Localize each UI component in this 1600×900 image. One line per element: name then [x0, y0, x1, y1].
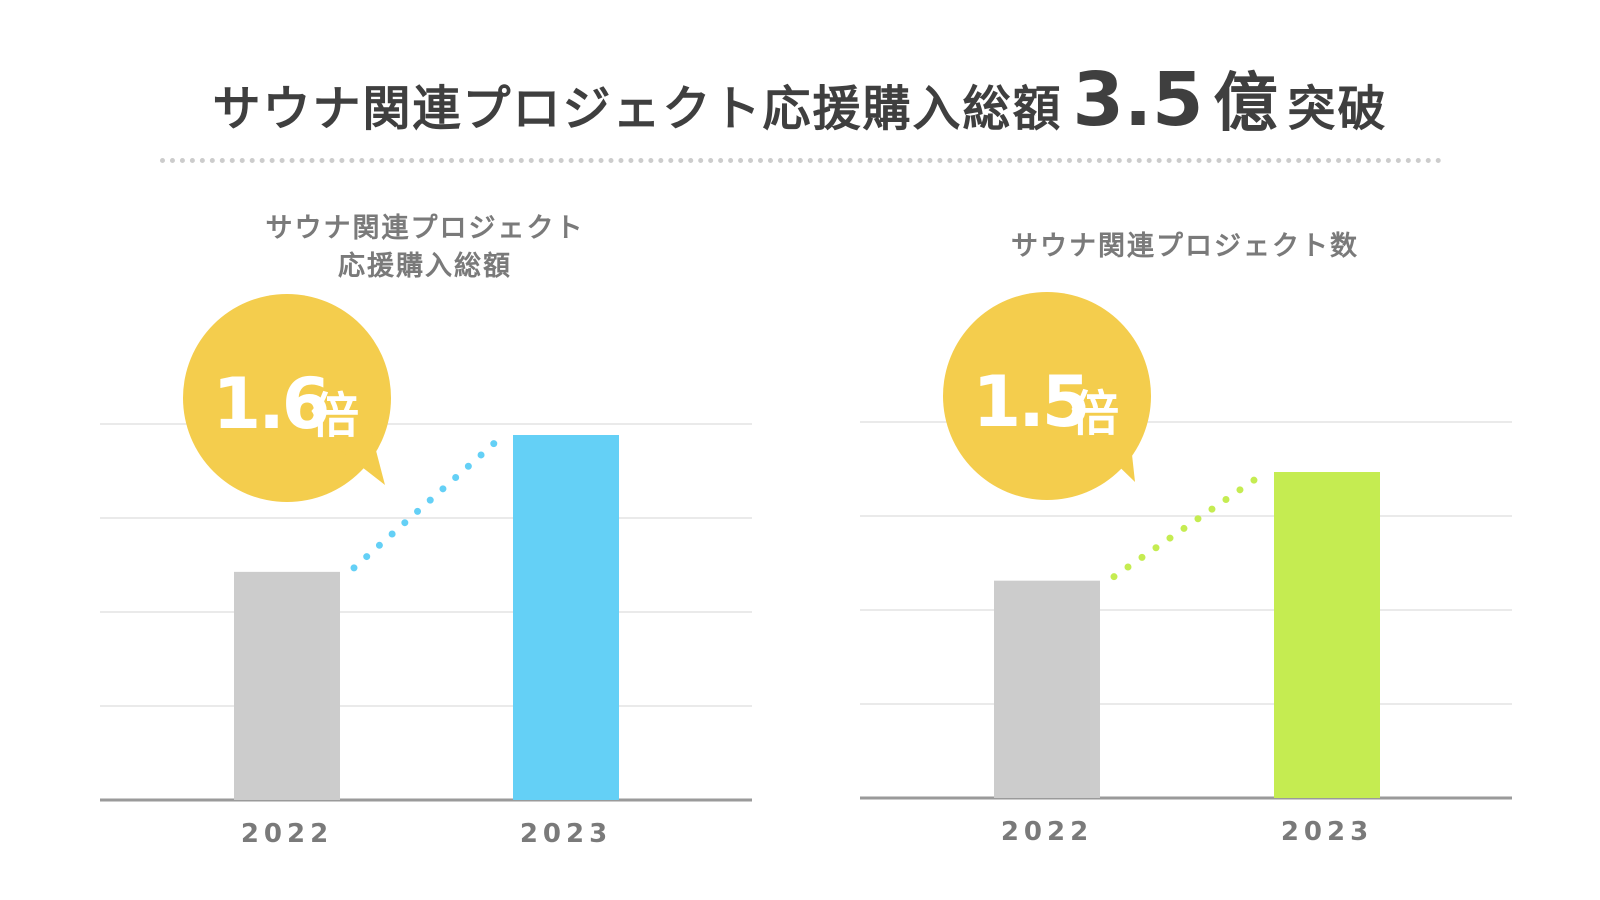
panel-title-amount: サウナ関連プロジェクト 応援購入総額 — [110, 210, 740, 286]
trend-dots — [350, 435, 503, 572]
ratio-badge — [183, 294, 391, 502]
bar-2023 — [513, 435, 619, 800]
dotted-divider — [160, 158, 1442, 163]
ratio-badge-unit: 倍 — [311, 388, 359, 444]
ratio-badge — [943, 292, 1151, 500]
ratio-badge-unit: 倍 — [1071, 386, 1119, 442]
ratio-badge-tail — [340, 420, 385, 485]
bar-2022 — [994, 580, 1100, 798]
headline-suffix: 突破 — [1287, 81, 1388, 137]
bar-2022 — [234, 571, 340, 800]
ratio-badge-tail — [1100, 418, 1135, 482]
panel-title-count: サウナ関連プロジェクト数 — [870, 228, 1500, 266]
headline-number: 3.5 — [1072, 57, 1204, 143]
bar-2023 — [1274, 472, 1380, 798]
ratio-badge-number: 1.6 — [212, 363, 327, 445]
x-tick-label: 2023 — [1281, 817, 1373, 847]
ratio-badge-number: 1.5 — [972, 361, 1087, 443]
x-tick-label: 2022 — [1001, 817, 1093, 847]
panel-title-line: サウナ関連プロジェクト — [265, 213, 585, 244]
trend-dots — [1110, 472, 1264, 581]
headline-unit: 億 — [1213, 67, 1278, 141]
x-tick-label: 2023 — [520, 819, 612, 849]
panel-title-line: サウナ関連プロジェクト数 — [1011, 231, 1359, 262]
headline-prefix: サウナ関連プロジェクト応援購入総額 — [212, 81, 1063, 137]
headline: サウナ関連プロジェクト応援購入総額 3.5 億突破 — [0, 52, 1600, 144]
x-tick-label: 2022 — [241, 819, 333, 849]
panel-title-line: 応援購入総額 — [338, 251, 512, 282]
